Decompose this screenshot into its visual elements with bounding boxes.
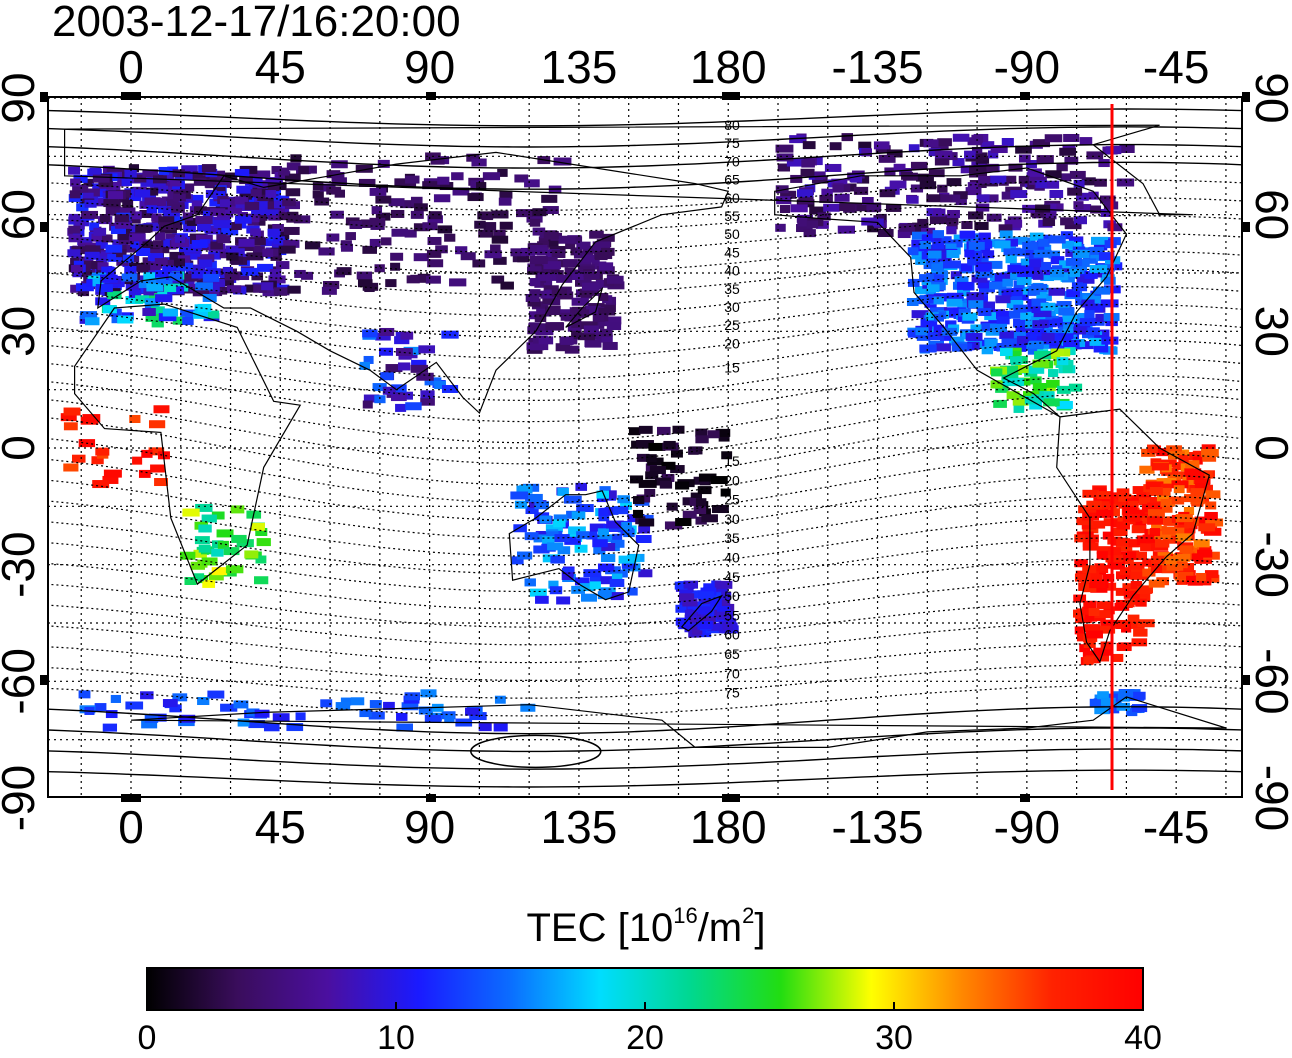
contour-label-south: 60 xyxy=(724,627,740,643)
coast-south-america xyxy=(1056,408,1211,664)
right-lat-label: 90 xyxy=(1246,72,1292,123)
bottom-lon-label: -45 xyxy=(1143,801,1209,853)
tec-asia xyxy=(278,152,572,295)
contour-label-south: 25 xyxy=(724,492,740,508)
contour-label-south: 30 xyxy=(724,511,740,527)
grid-lines xyxy=(48,97,1242,797)
top-lon-label: -135 xyxy=(832,41,924,93)
colorbar-tick-label: 20 xyxy=(626,1019,664,1057)
contour-label-north: 60 xyxy=(724,190,740,206)
contour-label-south: 75 xyxy=(724,685,740,701)
bottom-lon-label: 45 xyxy=(255,801,306,853)
contour-label-south: 65 xyxy=(724,646,740,662)
tec-india xyxy=(359,327,459,412)
left-lat-label: 60 xyxy=(0,189,44,240)
coast-africa xyxy=(74,303,302,586)
frame-ticks xyxy=(40,92,1250,802)
right-lat-label: 30 xyxy=(1246,306,1292,357)
top-lon-label: -90 xyxy=(994,41,1060,93)
plot-frame xyxy=(47,96,1243,798)
tec-pacific-dark xyxy=(628,425,733,530)
top-lon-label: 0 xyxy=(118,41,144,93)
bottom-lon-label: 180 xyxy=(690,801,767,853)
magnetic-contours xyxy=(48,108,1242,788)
contour-label-south: 40 xyxy=(724,550,740,566)
left-lat-label: -30 xyxy=(0,531,44,597)
coastlines xyxy=(63,124,1227,748)
right-lat-label: 60 xyxy=(1246,189,1292,240)
tec-canada xyxy=(775,133,1135,239)
left-lat-label: 90 xyxy=(0,72,44,123)
top-lon-label: 45 xyxy=(255,41,306,93)
contour-label-north: 70 xyxy=(724,153,740,169)
contour-label-south: 35 xyxy=(724,530,740,546)
contour-label-south: 45 xyxy=(724,569,740,585)
contour-label-south: 70 xyxy=(724,665,740,681)
right-lat-label: 0 xyxy=(1246,435,1292,461)
contour-label-north: 25 xyxy=(724,317,740,333)
colorbar-tick-label: 0 xyxy=(137,1019,157,1057)
left-lat-label: -60 xyxy=(0,648,44,714)
tec-west-africa xyxy=(60,405,170,489)
colorbar-tick-label: 10 xyxy=(377,1019,415,1057)
colorbar-tick-label: 40 xyxy=(1124,1019,1162,1057)
left-lat-label: -90 xyxy=(0,765,44,831)
top-lon-label: -45 xyxy=(1143,41,1209,93)
tec-brazil xyxy=(1139,444,1224,588)
bottom-lon-label: -135 xyxy=(832,801,924,853)
contour-label-south: 55 xyxy=(724,607,740,623)
coast-eurasia xyxy=(97,151,730,415)
contour-label-north: 20 xyxy=(724,335,740,351)
left-lat-label: 30 xyxy=(0,306,44,357)
contour-label-north: 15 xyxy=(724,360,740,376)
colorbar-tick-marks xyxy=(146,1002,1144,1010)
colorbar-tick-label: 30 xyxy=(875,1019,913,1057)
contour-label-north: 35 xyxy=(724,281,740,297)
bottom-lon-label: 135 xyxy=(541,801,618,853)
coast-new-zealand xyxy=(680,594,724,632)
coast-australia xyxy=(508,490,640,601)
right-lat-label: -90 xyxy=(1246,765,1292,831)
tec-australia xyxy=(510,482,654,605)
contour-label-north: 80 xyxy=(724,117,740,133)
coast-greenland xyxy=(63,124,1193,216)
contour-label-south: 50 xyxy=(724,588,740,604)
bottom-lon-label: 90 xyxy=(404,801,455,853)
axis-labels: 0 45 90 135 180 -135 -90 -450 45 90 135 180 -135 -90-… xyxy=(0,41,1292,853)
right-lat-label: -60 xyxy=(1246,648,1292,714)
colorbar-title: TEC [1016/m2] xyxy=(526,903,766,951)
contour-labels: 80 75 70 65 60 55 50 45 40 35 30 25 20 15 15 20 25 30 35 40… xyxy=(724,117,740,701)
top-lon-label: 90 xyxy=(404,41,455,93)
top-lon-label: 135 xyxy=(541,41,618,93)
left-lat-label: 0 xyxy=(0,435,44,461)
contour-label-north: 75 xyxy=(724,135,740,151)
contour-label-south: 20 xyxy=(724,472,740,488)
tec-usa xyxy=(906,230,1123,355)
tec-south-africa xyxy=(179,503,271,588)
timestamp-title: 2003-12-17/16:20:00 xyxy=(52,0,461,46)
contour-label-north: 40 xyxy=(724,263,740,279)
right-lat-label: -30 xyxy=(1246,531,1292,597)
contour-label-north: 30 xyxy=(724,299,740,315)
coast-north-america xyxy=(774,167,1128,418)
contour-label-north: 65 xyxy=(724,172,740,188)
contour-label-north: 55 xyxy=(724,208,740,224)
contour-label-south: 15 xyxy=(724,453,740,469)
bottom-lon-label: 0 xyxy=(118,801,144,853)
contour-label-north: 50 xyxy=(724,226,740,242)
coast-antarctica xyxy=(130,696,1227,748)
coast-japan xyxy=(565,286,604,328)
top-lon-label: 180 xyxy=(690,41,767,93)
contour-label-north: 45 xyxy=(724,244,740,260)
bottom-lon-label: -90 xyxy=(994,801,1060,853)
